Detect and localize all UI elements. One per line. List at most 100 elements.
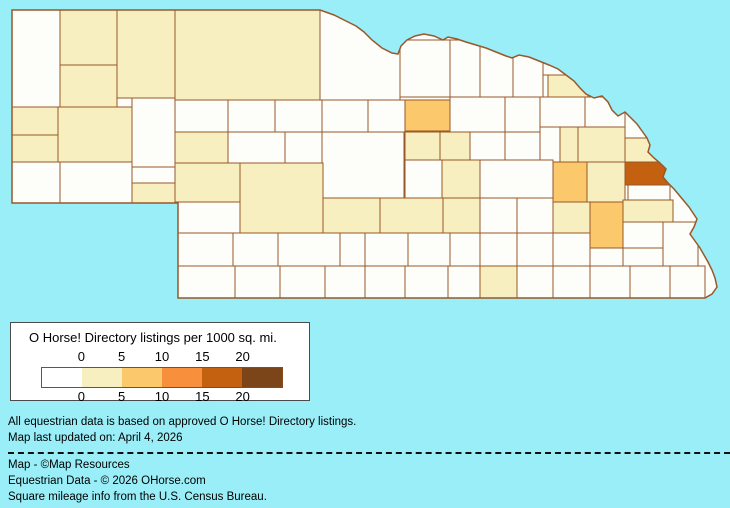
county-cell [559, 126, 579, 163]
county-cell [404, 265, 449, 298]
county-cell [407, 232, 451, 267]
county-cell [504, 96, 541, 133]
county-cell [449, 96, 506, 133]
county-cell [177, 265, 236, 298]
county-cell [539, 96, 586, 128]
county-cell [589, 265, 631, 298]
legend-box: O Horse! Directory listings per 1000 sq.… [10, 322, 310, 404]
legend-swatch [202, 368, 242, 387]
legend-swatch [122, 368, 162, 387]
county-cell [174, 131, 229, 164]
county-cell [584, 96, 626, 128]
county-cell [321, 131, 405, 199]
county-cell [404, 131, 441, 163]
county-cell [379, 197, 444, 234]
county-cell [589, 201, 624, 249]
mileage-credit: Square mileage info from the U.S. Census… [8, 491, 267, 503]
county-cell [319, 10, 401, 101]
county-cell [441, 159, 481, 199]
map-copyright: Map - ©Map Resources [8, 459, 130, 471]
data-copyright: Equestrian Data - © 2026 OHorse.com [8, 475, 206, 487]
county-cell [552, 201, 591, 234]
county-cell [234, 265, 281, 298]
county-cell [587, 39, 631, 76]
county-cell [479, 159, 554, 199]
county-cell [629, 265, 671, 298]
county-cell [479, 232, 518, 267]
county-cell [364, 232, 409, 267]
county-cell [177, 232, 234, 267]
county-cell [322, 197, 381, 234]
county-cell [669, 265, 706, 298]
county-cell [587, 74, 631, 98]
county-cell [516, 232, 554, 267]
county-cell [552, 161, 588, 203]
county-cell [469, 131, 506, 163]
county-cell [404, 99, 451, 132]
county-cell [449, 232, 481, 267]
legend-tick-label: 20 [235, 349, 250, 364]
legend-tick-label: 5 [118, 349, 126, 364]
county-cell [279, 265, 326, 298]
legend-tick-label: 5 [118, 389, 126, 404]
county-cell [516, 265, 554, 298]
county-cell [12, 106, 59, 136]
legend-tick-label: 10 [154, 389, 170, 404]
county-cell [622, 247, 664, 267]
county-cell [57, 106, 133, 163]
county-cell [577, 126, 626, 163]
county-cell [479, 39, 514, 98]
county-cell [542, 39, 589, 76]
county-cell [174, 162, 241, 203]
county-cell [239, 162, 324, 234]
legend-tick-label: 20 [235, 389, 250, 404]
legend-tick-label: 15 [195, 389, 210, 404]
legend-title: O Horse! Directory listings per 1000 sq.… [29, 330, 277, 345]
county-cell [59, 161, 133, 204]
county-cell [277, 232, 341, 267]
county-cell [404, 159, 443, 199]
county-cell [321, 99, 369, 133]
county-cell [479, 197, 518, 234]
county-cell [364, 265, 406, 298]
county-cell [439, 131, 471, 163]
legend-tick-label: 15 [195, 349, 210, 364]
county-cell [442, 197, 483, 234]
last-updated-note: Map last updated on: April 4, 2026 [8, 432, 183, 444]
county-cell [504, 131, 541, 161]
legend-swatch [242, 368, 282, 387]
county-cell [131, 97, 176, 168]
county-cell [552, 232, 591, 267]
county-cell [512, 39, 544, 101]
county-cell [449, 39, 481, 98]
county-cell [589, 247, 624, 267]
county-cell [624, 107, 654, 139]
county-cell [59, 10, 118, 66]
county-cell [59, 64, 118, 108]
county-cell [227, 99, 276, 133]
legend-swatch [42, 368, 82, 387]
county-cell [131, 182, 179, 204]
county-cell [284, 131, 323, 164]
legend-tick-label: 0 [77, 389, 85, 404]
legend-swatch [162, 368, 202, 387]
state-outline [11, 9, 718, 299]
county-cell [274, 99, 323, 133]
county-cell [547, 74, 589, 98]
county-cell [227, 131, 286, 164]
county-cell [539, 126, 561, 163]
county-cell [174, 99, 229, 133]
county-cell [339, 232, 366, 267]
county-cell [12, 134, 59, 163]
county-cell [399, 39, 451, 98]
county-cell [479, 265, 518, 298]
county-cell [624, 137, 668, 163]
county-cell [174, 201, 241, 234]
county-cell [367, 99, 406, 133]
data-approval-note: All equestrian data is based on approved… [8, 416, 357, 428]
county-cell [12, 10, 61, 108]
county-cell [12, 161, 61, 204]
legend-color-scale [41, 367, 283, 388]
legend-tick-label: 0 [77, 349, 85, 364]
